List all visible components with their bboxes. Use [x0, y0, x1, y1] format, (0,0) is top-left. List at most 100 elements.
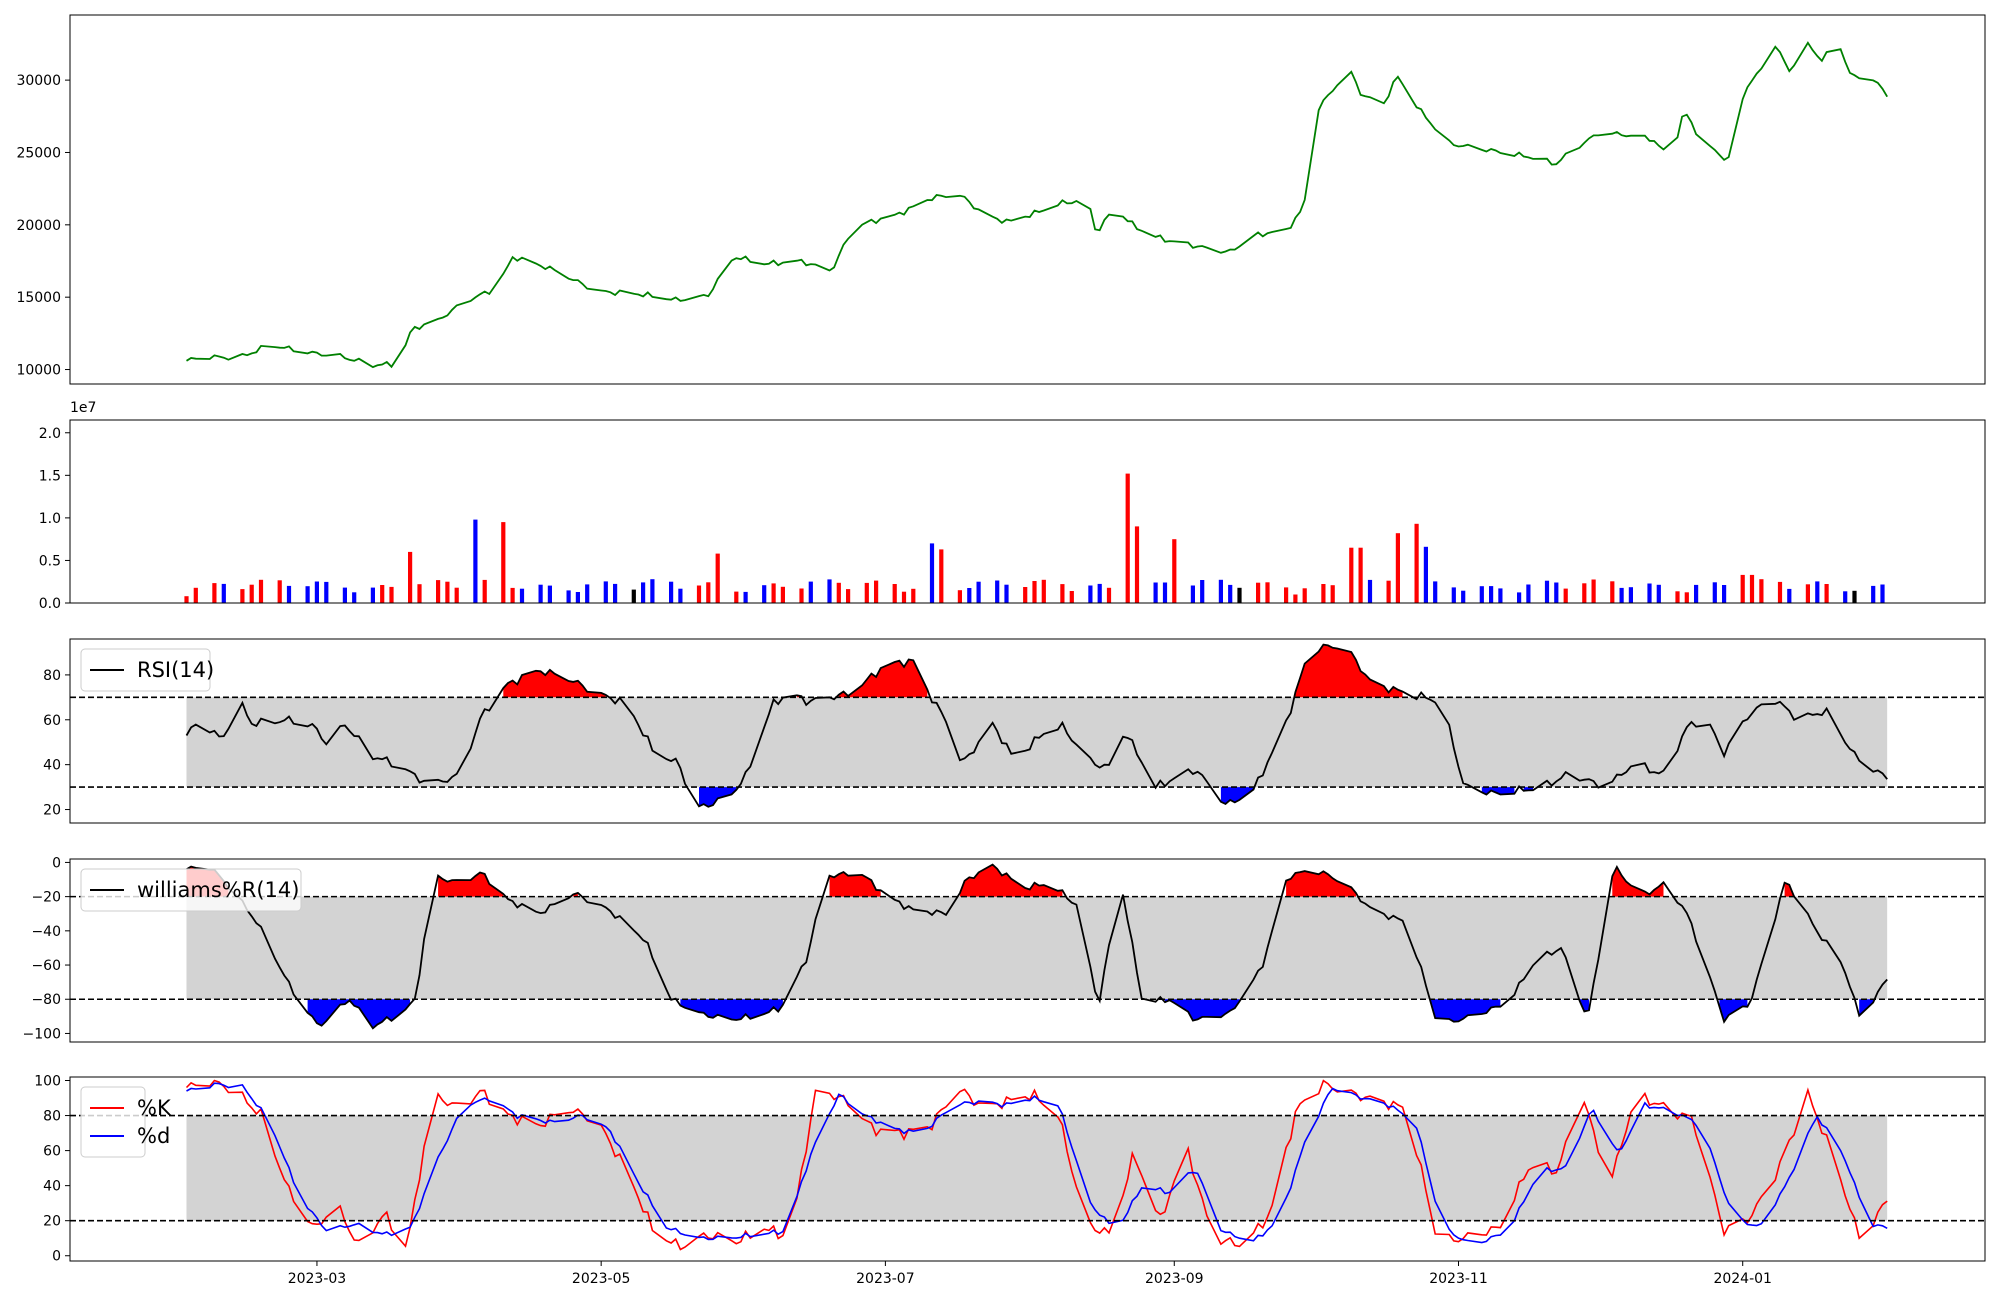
volume-bar	[1591, 579, 1596, 603]
y-tick-label: 30000	[16, 73, 61, 89]
volume-bar	[1190, 585, 1195, 603]
overbought-fill	[1295, 644, 1403, 698]
volume-bar	[1060, 584, 1065, 603]
volume-bar	[1433, 581, 1438, 603]
volume-bar	[1824, 584, 1829, 603]
volume-bar	[193, 587, 198, 603]
neutral-band	[186, 697, 1888, 788]
y-tick-label: 100	[34, 1074, 61, 1090]
volume-bar	[1302, 588, 1307, 603]
volume-bar	[1284, 587, 1289, 603]
x-tick-label: 2023-11	[1429, 1271, 1488, 1287]
volume-bar	[510, 587, 515, 603]
volume-bar	[1871, 585, 1876, 603]
rsi-panel: 20 40 60 80 RSI(14)	[43, 638, 1986, 824]
volume-bar	[976, 581, 981, 603]
volume-bar	[613, 583, 618, 603]
volume-bar	[1423, 546, 1428, 603]
volume-bar	[436, 580, 441, 603]
volume-bar	[967, 588, 972, 603]
y-tick-label: −60	[31, 958, 61, 974]
volume-bar	[1004, 584, 1009, 603]
volume-bar	[706, 582, 711, 603]
volume-bar	[1069, 591, 1074, 603]
volume-bar	[221, 583, 226, 603]
volume-bar	[1805, 584, 1810, 603]
axes-frame	[69, 858, 1986, 1043]
y-tick-label: −100	[23, 1026, 61, 1042]
y-tick-label: 10000	[16, 363, 61, 379]
volume-bar	[352, 592, 357, 603]
volume-bar	[1237, 587, 1242, 603]
volume-bar	[1041, 579, 1046, 603]
volume-bar	[305, 586, 310, 603]
legend-box	[80, 1086, 146, 1158]
volume-bar	[1200, 580, 1205, 603]
y-tick-label: 40	[43, 758, 61, 774]
volume-bar	[1815, 581, 1820, 603]
volume-bar	[1582, 583, 1587, 603]
volume-bar	[1656, 584, 1661, 603]
volume-bar	[240, 589, 245, 603]
y-tick-label: 20	[43, 803, 61, 819]
x-tick-label: 2024-01	[1713, 1271, 1772, 1287]
volume-bar	[585, 584, 590, 603]
volume-bar	[1498, 588, 1503, 603]
volume-bar	[1526, 584, 1531, 603]
volume-bar	[1852, 590, 1857, 603]
volume-bar	[370, 587, 375, 603]
volume-bar	[836, 582, 841, 603]
volume-bar	[1097, 583, 1102, 603]
volume-bar	[342, 587, 347, 603]
volume-bar	[1032, 581, 1037, 603]
overbought-fill	[838, 659, 928, 698]
legend-box	[80, 868, 302, 912]
legend-label: RSI(14)	[137, 658, 214, 682]
y-tick-label: 0	[52, 1249, 61, 1265]
y-tick-label: 80	[43, 668, 61, 684]
y-tick-label: 80	[43, 1109, 61, 1125]
axes-frame	[69, 419, 1986, 604]
volume-bar	[901, 591, 907, 603]
volume-bar	[1386, 580, 1391, 603]
volume-bar	[1106, 587, 1112, 603]
legend-label: %d	[137, 1124, 170, 1148]
volume-bar	[874, 580, 879, 603]
volume-bar	[1256, 582, 1261, 603]
volume-bar	[678, 588, 683, 603]
axes-frame	[69, 638, 1986, 824]
volume-bar	[734, 591, 739, 603]
volume-bar	[762, 585, 767, 603]
d-line	[186, 1082, 1888, 1244]
oversold-fill	[680, 999, 783, 1020]
volume-bar	[1321, 584, 1326, 603]
volume-bar	[957, 590, 962, 603]
volume-bar	[445, 581, 450, 603]
volume-bar	[1088, 585, 1093, 603]
volume-bar	[473, 519, 478, 603]
volume-bar	[696, 585, 702, 603]
volume-bar	[575, 592, 580, 603]
indicator-line	[185, 643, 1888, 808]
volume-bar	[1563, 588, 1568, 603]
volume-bar	[1330, 585, 1335, 603]
volume-bar	[1395, 533, 1400, 603]
oversold-fill	[1579, 999, 1589, 1012]
volume-bar	[846, 589, 851, 603]
y-multiplier: 1e7	[70, 400, 96, 416]
neutral-band	[186, 1115, 1888, 1221]
volume-bar	[1367, 579, 1373, 603]
x-axis: 2023-03 2023-05 2023-07 2023-09 2023-11 2024-…	[288, 1261, 1772, 1287]
volume-bar	[1684, 592, 1689, 603]
volume-bar	[1722, 585, 1727, 603]
volume-bar	[1153, 582, 1158, 603]
volume-bar	[780, 586, 785, 603]
y-tick-label: −40	[31, 924, 61, 940]
overbought-fill	[1612, 866, 1664, 897]
x-tick-label: 2023-09	[1145, 1271, 1204, 1287]
indicator-line	[186, 863, 1888, 1030]
y-tick-label: 1.5	[39, 468, 61, 484]
volume-bar	[1479, 586, 1484, 603]
volume-bar	[501, 522, 506, 603]
y-tick-label: 60	[43, 713, 61, 729]
